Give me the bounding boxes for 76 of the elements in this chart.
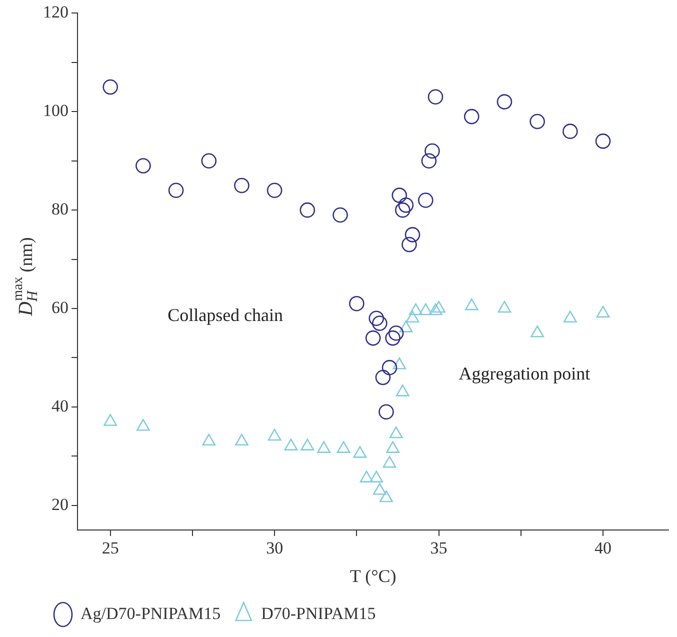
point <box>385 330 400 346</box>
point <box>424 143 440 159</box>
point <box>428 89 444 105</box>
point <box>336 441 350 453</box>
point <box>104 414 118 426</box>
point <box>266 182 282 198</box>
x-axis-title: T (°C) <box>350 566 396 586</box>
legend-label: Ag/D70-PNIPAM15 <box>80 604 221 623</box>
point <box>284 438 298 450</box>
point <box>596 306 610 318</box>
y-tick-label: 120 <box>43 2 68 22</box>
point <box>201 153 217 169</box>
point <box>530 325 544 338</box>
point <box>365 330 381 346</box>
point <box>404 227 420 242</box>
y-axis-title: DHmax (nm) <box>11 237 41 318</box>
point <box>168 182 184 198</box>
point <box>349 296 364 312</box>
y-tick-label: 40 <box>52 396 68 416</box>
point <box>202 434 216 446</box>
point <box>432 300 446 313</box>
point <box>418 192 434 208</box>
y-tick-label: 100 <box>43 101 68 120</box>
point <box>409 303 423 316</box>
point <box>399 320 413 332</box>
point <box>136 418 150 431</box>
point <box>418 303 432 316</box>
point <box>300 438 314 450</box>
point <box>370 470 384 482</box>
point <box>563 310 577 323</box>
point <box>102 79 118 95</box>
point <box>464 298 478 310</box>
x-tick-label: 40 <box>594 538 612 558</box>
point <box>396 384 410 396</box>
point <box>406 310 420 323</box>
point <box>398 198 414 213</box>
point <box>380 490 393 502</box>
point <box>595 134 611 149</box>
x-tick-label: 30 <box>266 538 284 558</box>
point <box>530 114 545 130</box>
point <box>382 456 396 468</box>
point <box>372 482 386 495</box>
point <box>368 310 384 326</box>
point <box>353 446 367 458</box>
point <box>300 202 316 218</box>
point <box>498 300 512 313</box>
point <box>375 370 391 386</box>
annotation: Collapsed chain <box>168 304 284 325</box>
point <box>382 360 398 376</box>
point <box>402 236 417 252</box>
point <box>428 303 442 316</box>
point <box>372 316 388 331</box>
point <box>392 357 406 370</box>
point <box>464 108 480 124</box>
point <box>268 428 282 441</box>
x-tick-label: 35 <box>430 538 448 558</box>
point <box>562 124 578 139</box>
point <box>395 202 410 218</box>
point <box>389 426 403 438</box>
point <box>496 94 512 110</box>
x-tick-label: 25 <box>102 538 119 558</box>
y-tick-label: 80 <box>52 200 68 219</box>
legend-label: D70-PNIPAM15 <box>261 604 376 623</box>
point <box>388 325 404 341</box>
y-tick-label: 20 <box>52 494 68 514</box>
point <box>136 158 151 174</box>
point <box>360 470 374 482</box>
point <box>234 178 250 194</box>
point <box>235 434 248 446</box>
y-tick-label: 60 <box>52 298 68 317</box>
point <box>392 188 408 203</box>
point <box>386 441 400 453</box>
point <box>332 207 348 223</box>
point <box>421 153 437 169</box>
point <box>317 441 331 453</box>
annotation: Aggregation point <box>458 364 590 384</box>
